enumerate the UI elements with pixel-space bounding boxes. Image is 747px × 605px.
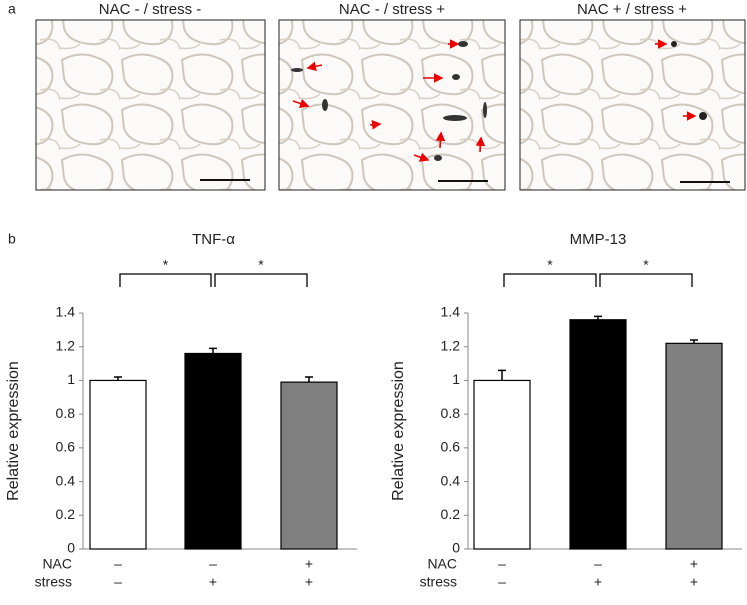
error-bar [690, 339, 698, 344]
y-tick-label: 0 [67, 540, 75, 556]
error-bar [209, 347, 217, 354]
y-tick-label: 0.8 [441, 405, 461, 421]
row-label: stress [35, 574, 72, 590]
micrograph [35, 19, 266, 191]
significance-bracket [119, 273, 212, 287]
condition-sign: – [114, 556, 122, 572]
panel-label: a [8, 1, 16, 17]
bar [89, 379, 147, 550]
significance-star: * [547, 257, 553, 273]
significance-bracket [214, 273, 308, 287]
condition-sign: + [594, 574, 602, 590]
y-tick-label: 0.6 [441, 439, 461, 455]
condition-sign: – [594, 556, 602, 572]
error-bar [594, 315, 602, 320]
y-tick-label: 0 [452, 540, 460, 556]
condition-sign: – [498, 556, 506, 572]
condition-sign: + [305, 574, 313, 590]
y-tick-label: 1.4 [56, 304, 76, 320]
error-bar [114, 376, 122, 381]
y-tick-label: 1.4 [441, 304, 461, 320]
row-label: NAC [42, 556, 72, 572]
row-label: stress [420, 574, 457, 590]
micrograph [519, 19, 746, 191]
y-tick-label: 1.2 [441, 337, 461, 353]
condition-sign: + [690, 556, 698, 572]
y-tick-label: 0.2 [441, 506, 461, 522]
image-title: NAC + / stress + [577, 1, 687, 18]
condition-sign: – [209, 556, 217, 572]
condition-sign: + [690, 574, 698, 590]
y-tick-label: 0.4 [56, 472, 76, 488]
bar [280, 381, 338, 550]
chart-title: TNF-α [192, 231, 235, 248]
y-tick-label: 0.2 [56, 506, 76, 522]
significance-bracket [503, 273, 597, 287]
significance-bracket [599, 273, 693, 287]
bar [473, 379, 531, 550]
condition-sign: – [498, 574, 506, 590]
chart-title: MMP-13 [570, 231, 627, 248]
y-axis-label: Relative expression [390, 361, 407, 501]
y-tick-label: 1 [67, 371, 75, 387]
y-tick-label: 0.8 [56, 405, 76, 421]
y-axis-label: Relative expression [5, 361, 22, 501]
row-label: NAC [427, 556, 457, 572]
significance-star: * [163, 257, 169, 273]
micrograph [278, 19, 506, 191]
significance-star: * [258, 257, 264, 273]
bar [184, 352, 242, 550]
image-title: NAC - / stress - [99, 1, 202, 18]
y-tick-label: 0.4 [441, 472, 461, 488]
error-bar [498, 369, 506, 381]
condition-sign: + [209, 574, 217, 590]
panel-label: b [8, 231, 16, 247]
significance-star: * [643, 257, 649, 273]
y-tick-label: 1.2 [56, 337, 76, 353]
bar [665, 342, 723, 550]
bar [569, 319, 627, 550]
error-bar [305, 376, 313, 383]
image-title: NAC - / stress + [339, 1, 446, 18]
condition-sign: + [305, 556, 313, 572]
condition-sign: – [114, 574, 122, 590]
y-tick-label: 0.6 [56, 439, 76, 455]
y-tick-label: 1 [452, 371, 460, 387]
